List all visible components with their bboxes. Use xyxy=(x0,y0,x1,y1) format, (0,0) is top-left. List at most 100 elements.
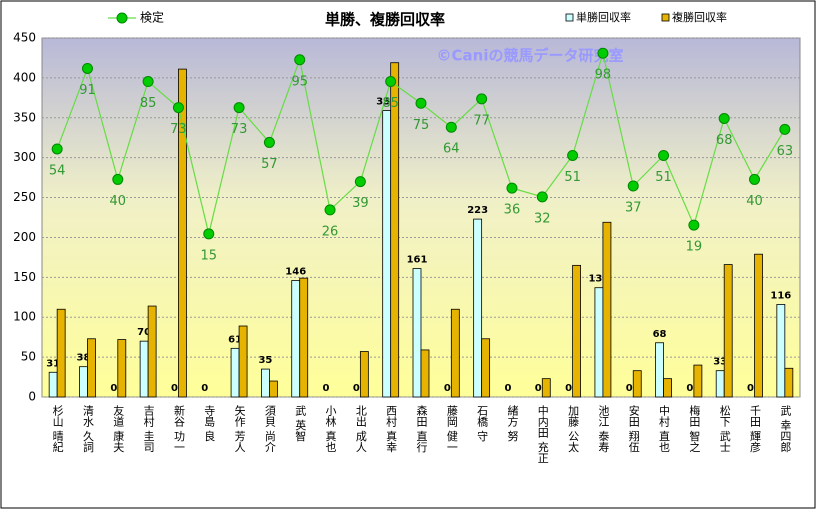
y-tick-label: 50 xyxy=(21,350,36,364)
data-label: 51 xyxy=(564,170,581,185)
bar xyxy=(230,347,240,398)
line-point xyxy=(567,149,579,161)
data-label: 0 xyxy=(444,383,451,394)
data-label: 75 xyxy=(413,118,430,133)
bar xyxy=(693,364,703,398)
bar xyxy=(784,367,794,398)
data-label: 31 xyxy=(46,358,60,369)
bar xyxy=(572,264,581,398)
line-point xyxy=(203,228,215,240)
bar xyxy=(723,264,733,398)
data-label: 68 xyxy=(716,133,733,148)
data-label: 33 xyxy=(713,357,727,368)
line-point xyxy=(354,176,366,188)
bar xyxy=(48,371,58,398)
legend-label: 検定 xyxy=(140,10,164,25)
data-label: 54 xyxy=(49,163,66,178)
data-label: 57 xyxy=(261,157,278,172)
bar xyxy=(420,349,430,398)
data-label: 0 xyxy=(201,383,208,394)
line-point xyxy=(81,62,93,74)
x-tick-label: 友道 康夫 xyxy=(112,404,125,453)
line-point xyxy=(779,123,791,135)
bar xyxy=(147,305,157,398)
bar xyxy=(299,277,309,398)
x-tick-label: 北出 成人 xyxy=(354,405,367,453)
line-point xyxy=(658,149,670,161)
data-label: 146 xyxy=(285,267,306,278)
x-tick-label: 吉村 圭司 xyxy=(142,405,155,453)
y-tick-label: 100 xyxy=(13,310,36,324)
line-point xyxy=(415,97,427,109)
bar xyxy=(268,380,278,398)
data-label: 91 xyxy=(79,83,96,98)
data-label: 161 xyxy=(407,255,428,266)
data-label: 40 xyxy=(746,194,763,209)
data-label: 26 xyxy=(322,224,339,239)
x-tick-label: 安田 翔伍 xyxy=(627,404,640,453)
legend-label: 単勝回収率 xyxy=(576,10,631,24)
bar xyxy=(359,351,369,398)
line-point xyxy=(324,204,336,216)
data-label: 61 xyxy=(228,334,242,345)
bar xyxy=(382,110,392,398)
bar xyxy=(139,340,149,398)
chart-title: 単勝、複勝回収率 xyxy=(325,11,445,29)
bar xyxy=(87,338,96,398)
bar xyxy=(776,304,786,398)
bar xyxy=(450,308,460,398)
bar xyxy=(390,62,400,398)
legend-marker xyxy=(116,12,128,24)
data-label: 51 xyxy=(655,170,672,185)
line-point xyxy=(718,113,730,125)
data-label: 85 xyxy=(382,96,399,111)
data-label: 0 xyxy=(353,383,360,394)
line-point xyxy=(445,121,457,133)
data-label: 0 xyxy=(535,383,542,394)
y-tick-label: 400 xyxy=(13,70,36,84)
data-label: 64 xyxy=(443,142,460,157)
data-label: 0 xyxy=(504,383,511,394)
line-point xyxy=(51,143,63,155)
line-point xyxy=(506,182,518,194)
y-tick-label: 350 xyxy=(13,110,36,124)
line-point xyxy=(263,136,275,148)
bar xyxy=(481,338,491,398)
x-tick-label: 池江 泰寿 xyxy=(597,405,610,453)
data-label: 35 xyxy=(258,355,272,366)
line-point xyxy=(749,173,761,185)
bar xyxy=(632,370,642,398)
data-label: 0 xyxy=(565,383,572,394)
bar xyxy=(56,308,66,398)
data-label: 36 xyxy=(504,203,521,218)
watermark: ©Caniの競馬データ研究室 xyxy=(437,47,624,65)
x-tick-label: 石橋 守 xyxy=(476,405,489,442)
bar xyxy=(117,339,127,398)
data-label: 40 xyxy=(110,194,127,209)
x-tick-label: 千田 輝彦 xyxy=(749,405,762,453)
data-label: 19 xyxy=(686,240,703,255)
x-tick-label: 松下 武士 xyxy=(718,404,731,453)
data-label: 39 xyxy=(352,196,369,211)
bar xyxy=(291,280,301,398)
bar xyxy=(594,287,604,398)
x-tick-label: 寺島 良 xyxy=(203,405,216,442)
bar xyxy=(178,68,187,398)
legend-marker xyxy=(661,13,670,22)
y-tick-label: 200 xyxy=(13,230,36,244)
data-label: 0 xyxy=(171,383,178,394)
bar xyxy=(663,378,672,398)
y-tick-label: 450 xyxy=(13,31,36,45)
data-label: 0 xyxy=(747,383,754,394)
bar xyxy=(238,325,248,398)
line-point xyxy=(112,173,124,185)
y-tick-label: 300 xyxy=(13,150,36,164)
y-tick-label: 0 xyxy=(28,390,36,404)
x-tick-label: 加藤 公太 xyxy=(567,405,580,453)
x-tick-label: 武 幸四郎 xyxy=(779,405,792,453)
x-tick-label: 新谷 功一 xyxy=(172,404,185,453)
y-tick-label: 150 xyxy=(13,270,36,284)
x-tick-label: 杉山 晴紀 xyxy=(51,404,64,453)
line-point xyxy=(627,180,639,192)
